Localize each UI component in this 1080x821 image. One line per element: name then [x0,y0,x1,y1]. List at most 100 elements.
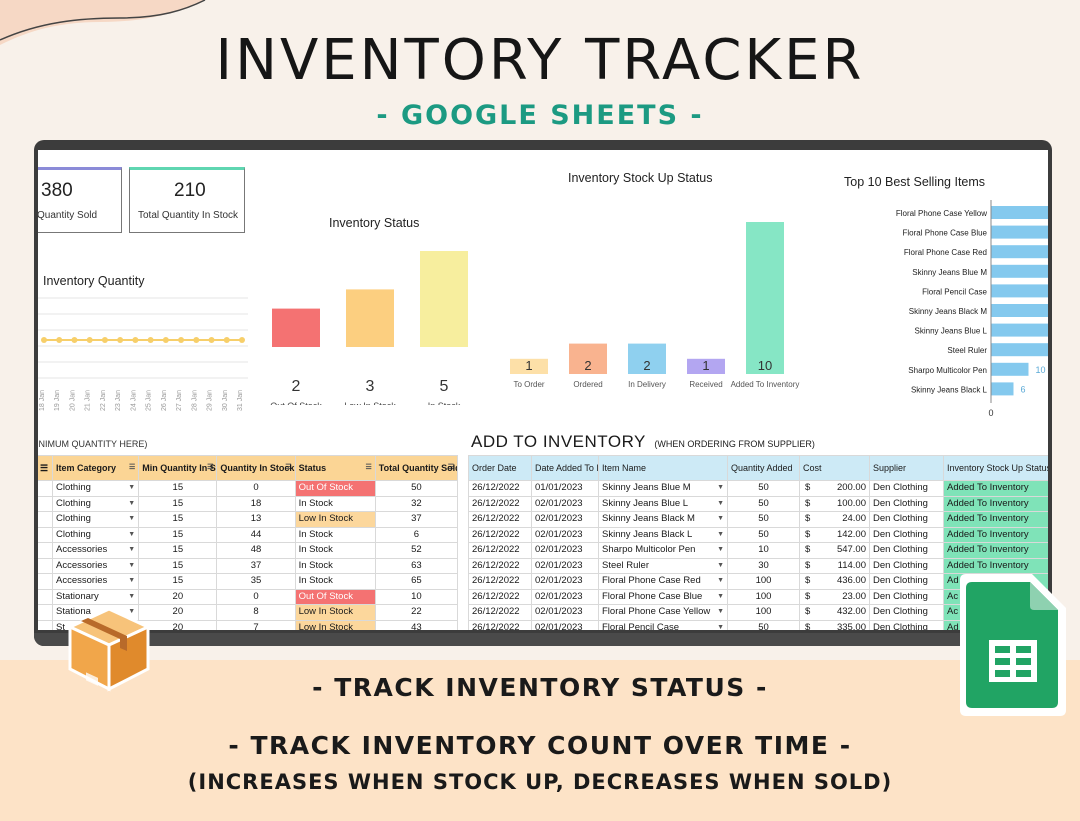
cost-cell[interactable]: $114.00 [799,557,870,574]
dropdown-arrow-icon[interactable]: ▼ [128,484,136,492]
quantity-cell[interactable]: 35 [216,573,296,590]
quantity-added-cell[interactable]: 10 [727,542,800,559]
total-sold-cell[interactable]: 6 [374,526,459,543]
status-cell[interactable]: Out Of Stock [294,588,376,605]
quantity-added-cell[interactable]: 100 [727,588,800,605]
min-quantity-cell[interactable]: 15 [138,542,218,559]
supplier-cell[interactable]: Den Clothing [869,573,944,590]
date-added-cell[interactable]: 02/01/2023 [531,526,599,543]
cost-cell[interactable]: $24.00 [799,511,870,528]
quantity-cell[interactable]: 0 [216,588,296,605]
filter-icon[interactable]: ☰ [285,464,292,471]
item-name-cell[interactable]: ▼ Floral Phone Case Red [598,573,728,590]
item-category-cell[interactable]: ▼ Accessories [52,573,140,590]
column-header[interactable]: ☰Min Quantity In Stock [138,455,218,481]
quantity-cell[interactable]: 8 [216,604,296,621]
order-date-cell[interactable]: 26/12/2022 [468,526,532,543]
min-quantity-cell[interactable]: 15 [138,557,218,574]
item-category-cell[interactable]: ▼ Clothing [52,511,140,528]
dropdown-arrow-icon[interactable]: ▼ [717,499,724,507]
quantity-added-cell[interactable]: 30 [727,557,800,574]
dropdown-arrow-icon[interactable]: ▼ [717,623,724,630]
item-name-cell[interactable]: ▼ Floral Phone Case Yellow [598,604,728,621]
item-category-cell[interactable]: ▼ Accessories [52,542,140,559]
cost-cell[interactable]: $335.00 [799,619,870,630]
quantity-added-cell[interactable]: 50 [727,619,800,630]
supplier-cell[interactable]: Den Clothing [869,495,944,512]
column-header[interactable]: Supplier [869,455,944,481]
item-name-cell[interactable]: ▼ Skinny Jeans Blue M [598,480,728,497]
quantity-added-cell[interactable]: 100 [727,573,800,590]
min-quantity-cell[interactable]: 15 [138,526,218,543]
item-name-cell[interactable]: ▼ Floral Phone Case Blue [598,588,728,605]
order-date-cell[interactable]: 26/12/2022 [468,480,532,497]
stock-up-status-cell[interactable]: ▼Added To Inventory [943,542,1048,559]
status-cell[interactable]: In Stock [294,573,376,590]
cost-cell[interactable]: $142.00 [799,526,870,543]
item-name-cell[interactable]: ▼ Skinny Jeans Black M [598,511,728,528]
status-cell[interactable]: In Stock [294,542,376,559]
total-sold-cell[interactable]: 22 [374,604,459,621]
cost-cell[interactable]: $436.00 [799,573,870,590]
stock-up-status-cell[interactable]: ▼Added To Inventory [943,526,1048,543]
supplier-cell[interactable]: Den Clothing [869,526,944,543]
supplier-cell[interactable]: Den Clothing [869,557,944,574]
date-added-cell[interactable]: 02/01/2023 [531,573,599,590]
dropdown-arrow-icon[interactable]: ▼ [717,546,724,554]
order-date-cell[interactable]: 26/12/2022 [468,588,532,605]
quantity-cell[interactable]: 7 [216,619,296,630]
order-date-cell[interactable]: 26/12/2022 [468,573,532,590]
dropdown-arrow-icon[interactable]: ▼ [128,561,136,569]
min-quantity-cell[interactable]: 15 [138,495,218,512]
quantity-cell[interactable]: 44 [216,526,296,543]
total-sold-cell[interactable]: 50 [374,480,459,497]
total-sold-cell[interactable]: 65 [374,573,459,590]
filter-icon-cell[interactable]: ☰ [38,455,54,481]
total-sold-cell[interactable]: 63 [374,557,459,574]
quantity-added-cell[interactable]: 50 [727,480,800,497]
dropdown-arrow-icon[interactable]: ▼ [128,499,136,507]
cost-cell[interactable]: $547.00 [799,542,870,559]
dropdown-arrow-icon[interactable]: ▼ [128,515,136,523]
min-quantity-cell[interactable]: 15 [138,480,218,497]
dropdown-arrow-icon[interactable]: ▼ [717,515,724,523]
min-quantity-cell[interactable]: 15 [138,511,218,528]
item-category-cell[interactable]: ▼ Clothing [52,526,140,543]
column-header[interactable]: Quantity Added [727,455,800,481]
dropdown-arrow-icon[interactable]: ▼ [717,530,724,538]
column-header[interactable]: Item Name [598,455,728,481]
quantity-cell[interactable]: 48 [216,542,296,559]
cost-cell[interactable]: $23.00 [799,588,870,605]
filter-icon[interactable]: ☰ [447,464,454,471]
dropdown-arrow-icon[interactable]: ▼ [717,577,724,585]
status-cell[interactable]: In Stock [294,526,376,543]
column-header[interactable]: Order Date [468,455,532,481]
total-sold-cell[interactable]: 32 [374,495,459,512]
quantity-added-cell[interactable]: 100 [727,604,800,621]
date-added-cell[interactable]: 02/01/2023 [531,495,599,512]
column-header[interactable]: ☰ Total Quantity Sold [374,455,459,481]
status-cell[interactable]: In Stock [294,495,376,512]
item-category-cell[interactable]: ▼ Stationary [52,588,140,605]
order-date-cell[interactable]: 26/12/2022 [468,604,532,621]
total-sold-cell[interactable]: 37 [374,511,459,528]
dropdown-arrow-icon[interactable]: ▼ [128,577,136,585]
column-header[interactable]: Cost [799,455,870,481]
supplier-cell[interactable]: Den Clothing [869,542,944,559]
date-added-cell[interactable]: 01/01/2023 [531,480,599,497]
min-quantity-cell[interactable]: 20 [138,588,218,605]
order-date-cell[interactable]: 26/12/2022 [468,511,532,528]
dropdown-arrow-icon[interactable]: ▼ [128,592,136,600]
min-quantity-cell[interactable]: 15 [138,573,218,590]
order-date-cell[interactable]: 26/12/2022 [468,557,532,574]
quantity-added-cell[interactable]: 50 [727,495,800,512]
column-header[interactable]: Inventory Stock Up Status [943,455,1048,481]
item-name-cell[interactable]: ▼ Skinny Jeans Blue L [598,495,728,512]
date-added-cell[interactable]: 02/01/2023 [531,604,599,621]
total-sold-cell[interactable]: 52 [374,542,459,559]
total-sold-cell[interactable]: 43 [374,619,459,630]
supplier-cell[interactable]: Den Clothing [869,480,944,497]
stock-up-status-cell[interactable]: ▼Added To Inventory [943,480,1048,497]
status-cell[interactable]: Out Of Stock [294,480,376,497]
item-name-cell[interactable]: ▼ Skinny Jeans Black L [598,526,728,543]
